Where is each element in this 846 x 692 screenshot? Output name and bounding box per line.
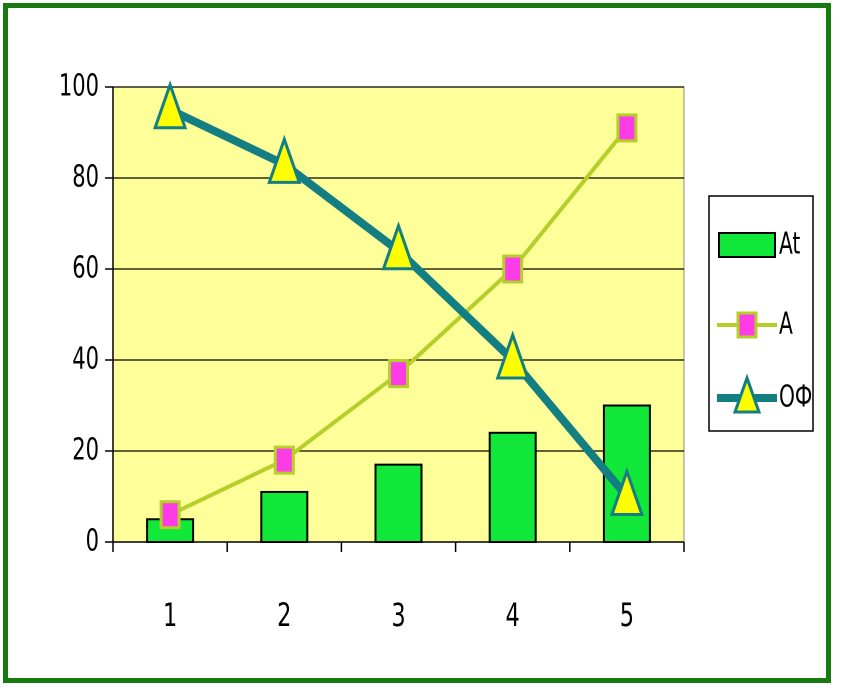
- y-tick-label: 80: [72, 160, 99, 195]
- bar: [488, 431, 537, 543]
- square-marker: [502, 254, 524, 284]
- square-marker: [616, 113, 638, 143]
- bar: [260, 490, 309, 544]
- square-marker: [273, 445, 295, 475]
- legend-swatch: [718, 232, 776, 258]
- square-marker: [388, 359, 409, 389]
- legend-label: At: [779, 226, 800, 261]
- legend-label: A: [779, 306, 793, 341]
- legend-marker: [736, 311, 758, 339]
- legend-label: ОФ: [779, 379, 812, 414]
- x-tick-label: 3: [391, 596, 405, 634]
- y-tick-label: 0: [86, 524, 99, 559]
- x-tick-label: 1: [163, 596, 177, 634]
- legend-marker: [732, 373, 762, 414]
- legend: At A ОФ: [708, 195, 814, 432]
- x-tick-label: 5: [620, 596, 634, 634]
- x-tick-label: 4: [506, 596, 520, 634]
- triangle-marker: [495, 330, 530, 380]
- y-tick-label: 20: [72, 433, 99, 468]
- axes: 0 20 40 60 80 100 1 2 3 4 5: [59, 69, 685, 634]
- y-tick-label: 100: [59, 69, 99, 104]
- triangle-marker: [609, 466, 645, 516]
- triangle-marker: [381, 221, 416, 271]
- triangle-marker: [267, 134, 302, 184]
- y-tick-label: 60: [72, 251, 99, 286]
- triangle-marker: [152, 80, 188, 130]
- y-tick-label: 40: [72, 342, 99, 377]
- line-series: [152, 80, 645, 530]
- bar: [374, 463, 423, 543]
- x-tick-label: 2: [277, 596, 291, 634]
- square-marker: [159, 500, 181, 530]
